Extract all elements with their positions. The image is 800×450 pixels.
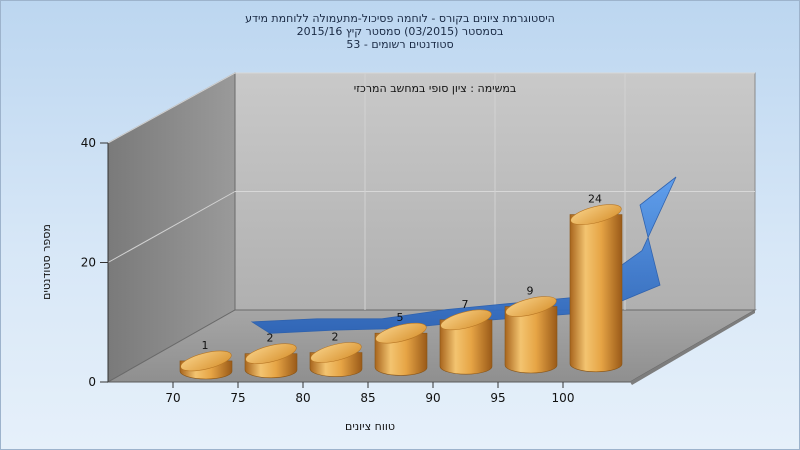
bar-top: [440, 309, 492, 331]
gridline-left: [107, 191, 236, 263]
y-tick-label: 40: [81, 136, 96, 150]
bar-body: [374, 332, 428, 376]
y-tick-label: 20: [81, 256, 96, 270]
chart-title-line-2: בסמסטר (03/2015) סמסטר קיץ 2015/16: [297, 25, 504, 38]
x-tick-label: 80: [295, 391, 310, 405]
x-tick-label: 100: [552, 391, 575, 405]
bar: [439, 309, 493, 375]
right-edge: [630, 310, 755, 385]
chart-title-line-3: סטודנטים רשומים - 53: [346, 38, 453, 51]
bar-body: [504, 306, 558, 374]
chart-title-line-1: היסטוגרמת ציונים בקורס - לוחמה פסיכול-מת…: [245, 12, 555, 25]
y-axis-label: מספר סטודנטים: [40, 224, 53, 300]
bar-body: [439, 319, 493, 375]
series-ribbon: [250, 176, 677, 334]
bar-top: [375, 322, 427, 344]
bar-body: [569, 214, 623, 373]
chart-subtitle: במשימה : ציון סופי במחשב המרכזי: [354, 82, 517, 95]
x-tick-label: 75: [230, 391, 245, 405]
data-label: 5: [397, 311, 404, 324]
data-label: 2: [267, 332, 274, 345]
bar-top: [245, 343, 297, 364]
bar: [179, 350, 233, 380]
data-label: 24: [588, 193, 602, 206]
bar-top: [310, 342, 362, 363]
bar: [244, 343, 298, 379]
bar-top: [505, 296, 557, 317]
data-label: 9: [527, 285, 534, 298]
x-axis-ticks: 70 75 80 85 90 95 100: [165, 382, 574, 405]
y-tick-label: 0: [88, 375, 96, 389]
bar: [504, 296, 558, 374]
x-tick-label: 90: [425, 391, 440, 405]
x-tick-label: 95: [490, 391, 505, 405]
gridline-left: [107, 72, 236, 144]
bar-top: [570, 204, 622, 225]
bar: [569, 204, 623, 373]
x-axis-label: טווח ציונים: [345, 420, 395, 433]
ribbon-shape: [250, 176, 677, 334]
data-labels: 1 2 2 5 7 9 24: [202, 193, 603, 352]
y-axis-ticks: 0 20 40: [81, 136, 109, 389]
bar: [309, 342, 363, 377]
bar: [374, 322, 428, 376]
bar-top: [180, 350, 232, 372]
data-label: 7: [462, 298, 469, 311]
x-tick-label: 85: [360, 391, 375, 405]
data-label: 2: [332, 331, 339, 344]
series-bars: [179, 204, 623, 380]
data-label: 1: [202, 339, 209, 352]
x-tick-label: 70: [165, 391, 180, 405]
